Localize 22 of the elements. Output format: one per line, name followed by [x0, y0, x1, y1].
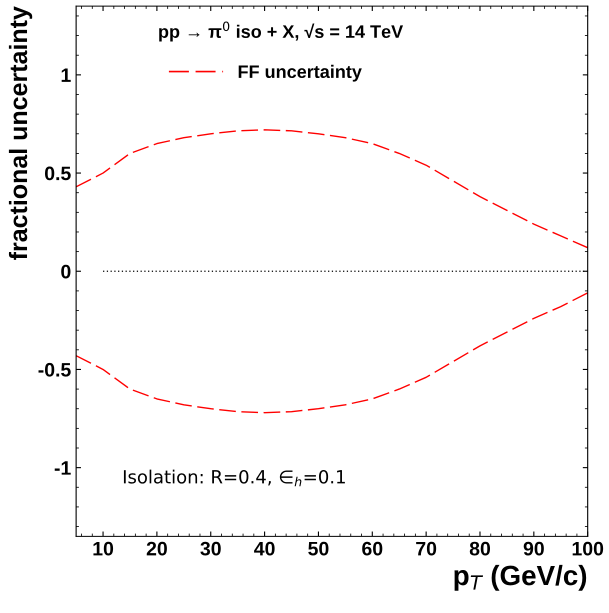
y-tick-label: 0.5 — [45, 166, 71, 180]
y-tick-label: 0 — [61, 264, 70, 278]
x-axis-title: p$_{T}$ (GeV/c) — [454, 564, 586, 591]
x-tick-label: 80 — [470, 542, 490, 556]
y-tick-label: -1 — [54, 461, 71, 475]
text: pp → π$^{0}$ iso + X, √s = 14 TeV — [159, 22, 404, 42]
line-series — [76, 292, 588, 414]
y-axis-title: fractional uncertainty — [8, 6, 32, 260]
legend-label: FF uncertainty — [238, 64, 362, 82]
line-series — [76, 129, 588, 248]
x-tick-label: 60 — [362, 542, 382, 556]
x-tick-label: 30 — [200, 542, 221, 556]
annotation: Isolation: R=0.4, ∈$_{h}$=0.1 — [124, 470, 345, 486]
x-tick-label: 20 — [146, 542, 167, 556]
x-tick-label: 70 — [416, 542, 436, 556]
x-tick-label: 50 — [308, 542, 328, 556]
x-tick-label: 100 — [572, 542, 604, 556]
x-tick-label: 40 — [254, 542, 275, 556]
y-tick-label: -0.5 — [38, 362, 71, 377]
y-tick-label: 1 — [62, 68, 71, 82]
x-tick-label: 90 — [524, 542, 544, 556]
x-tick-label: 10 — [93, 542, 114, 556]
